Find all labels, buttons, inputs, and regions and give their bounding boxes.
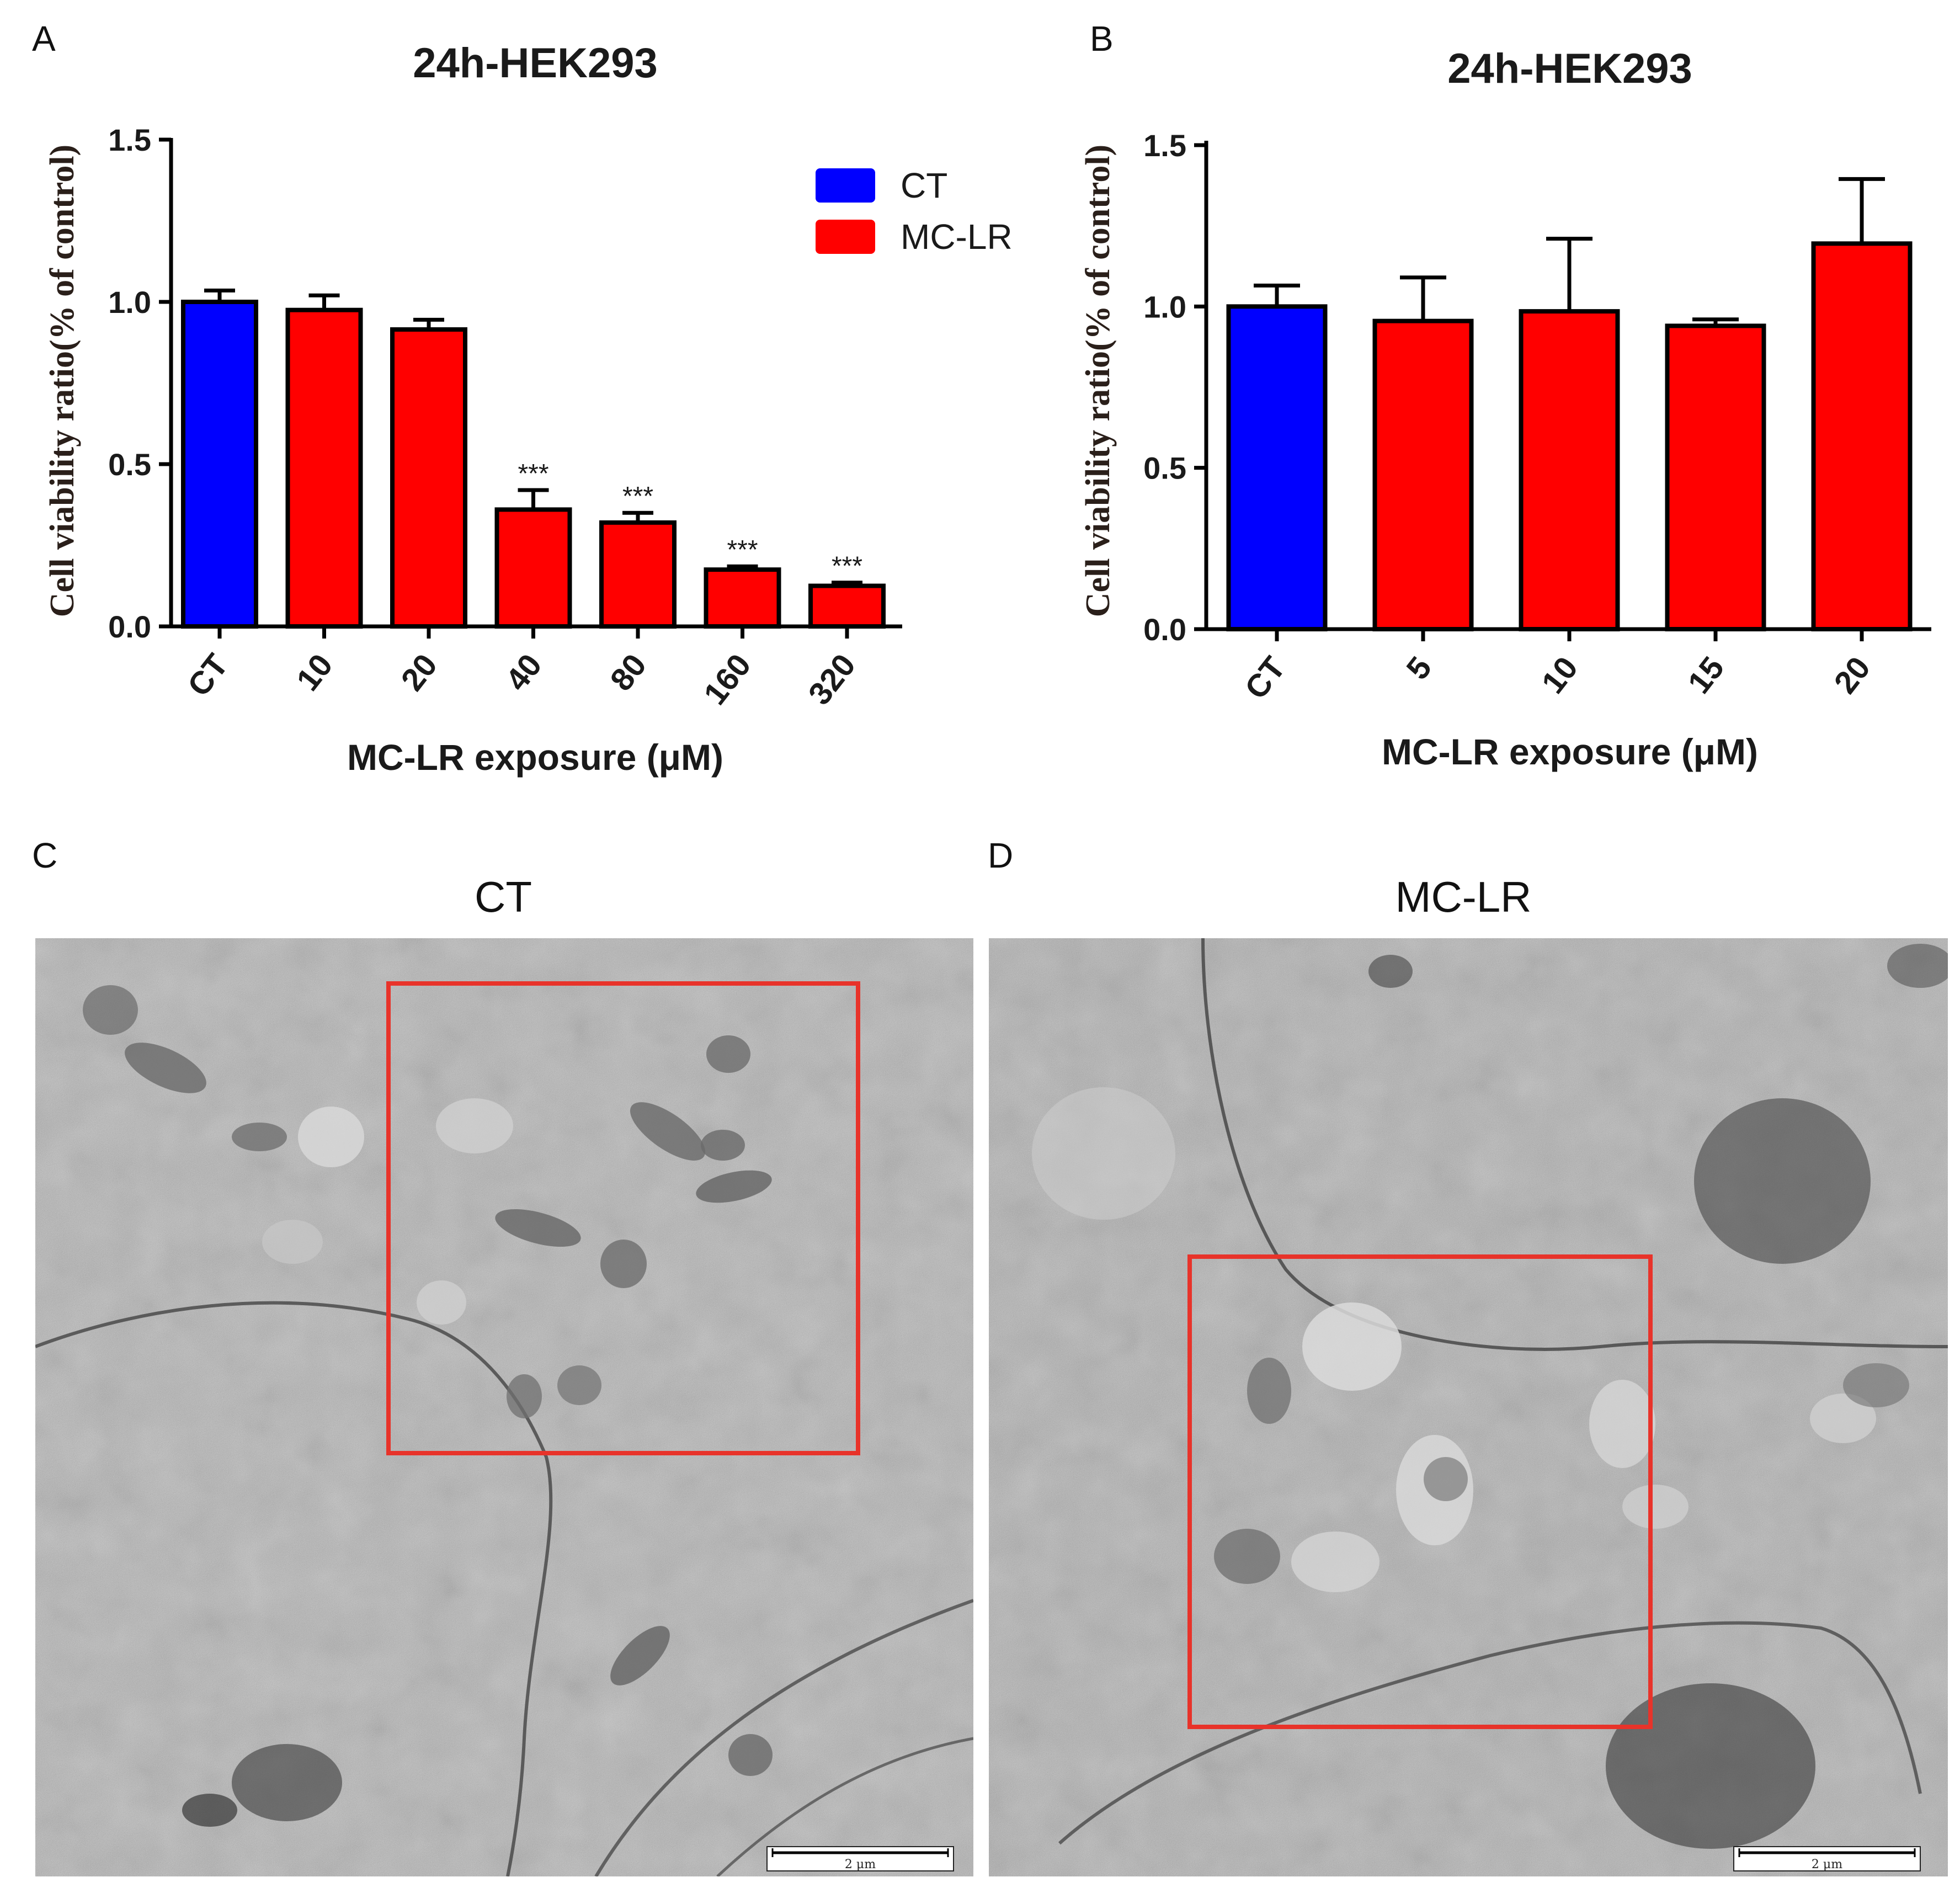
micrograph-d-highlight-box xyxy=(1187,1254,1653,1729)
y-tick-label: 0.5 xyxy=(108,447,151,482)
y-tick-label: 1.5 xyxy=(108,123,151,157)
legend-label-mc-lr: MC-LR xyxy=(901,217,1013,257)
bar-20 xyxy=(1811,241,1913,632)
bar-40 xyxy=(494,507,572,629)
micrograph-c-title: CT xyxy=(475,873,532,921)
chart-b-title: 24h-HEK293 xyxy=(1447,45,1692,92)
panel-letter-b: B xyxy=(1090,19,1114,59)
micrograph-d-image: 2 μm xyxy=(989,938,1948,1876)
y-tick-label: 0.0 xyxy=(108,609,151,644)
micrograph-c-image: 2 μm xyxy=(35,938,973,1876)
panel-d-micrograph: D MC-LR xyxy=(988,836,1948,1876)
legend-swatch-ct xyxy=(816,168,875,203)
panel-letter-d: D xyxy=(988,836,1013,875)
micrograph-d-scale-bar: 2 μm xyxy=(1733,1846,1921,1871)
significance-label: *** xyxy=(518,459,548,488)
x-tick-label: 10 xyxy=(290,647,340,698)
chart-a-y-axis-label: Cell viability ratio(% of control) xyxy=(44,145,81,617)
x-tick-label: 15 xyxy=(1681,650,1731,700)
bar-160 xyxy=(704,567,781,629)
y-tick-label: 0.0 xyxy=(1143,612,1186,647)
chart-b-plot: 0.0 0.5 1.0 1.5 CT 5 10 15 20 xyxy=(1143,128,1931,706)
chart-a-plot: 0.0 0.5 1.0 1.5 CT 10 20 40 *** 80 *** 160 *** 320 *** xyxy=(108,123,902,711)
bar-5 xyxy=(1372,318,1474,631)
x-tick-label: 5 xyxy=(1399,650,1439,686)
micrograph-c-scale-bar: 2 μm xyxy=(766,1846,954,1871)
x-tick-label: 160 xyxy=(697,647,758,711)
bar-80 xyxy=(599,520,677,629)
x-tick-label: 40 xyxy=(499,647,549,698)
panel-c-micrograph: C CT xyxy=(32,836,973,1876)
legend-swatch-mc-lr xyxy=(816,220,875,254)
panel-a-chart: A 24h-HEK293 Cell viability ratio(% of c… xyxy=(32,19,1013,778)
significance-label: *** xyxy=(622,482,653,511)
y-tick-label: 1.5 xyxy=(1143,128,1186,163)
panel-b-chart: B 24h-HEK293 Cell viability ratio(% of c… xyxy=(1079,19,1931,772)
x-tick-label: 320 xyxy=(801,647,862,711)
bar-20 xyxy=(390,327,467,629)
x-tick-label: 20 xyxy=(394,647,444,698)
y-tick-label: 1.0 xyxy=(1143,289,1186,324)
chart-a-title: 24h-HEK293 xyxy=(413,40,658,87)
chart-b-y-axis-label: Cell viability ratio(% of control) xyxy=(1079,145,1117,617)
bar-CT xyxy=(1226,304,1328,631)
x-tick-label: 10 xyxy=(1535,650,1585,700)
panel-letter-a: A xyxy=(32,19,56,59)
x-tick-label: 80 xyxy=(603,647,653,698)
bar-CT xyxy=(181,300,258,629)
legend-label-ct: CT xyxy=(901,166,947,205)
y-tick-label: 0.5 xyxy=(1143,451,1186,486)
micrograph-c-scale-label: 2 μm xyxy=(845,1858,876,1871)
x-tick-label: CT xyxy=(1238,650,1292,706)
bar-320 xyxy=(808,583,886,629)
chart-a-legend: CT MC-LR xyxy=(816,166,1013,257)
micrograph-d-title: MC-LR xyxy=(1396,873,1532,921)
micrograph-c-highlight-box xyxy=(386,981,860,1455)
panel-letter-c: C xyxy=(32,836,57,875)
bar-10 xyxy=(285,307,363,629)
chart-a-x-axis-label: MC-LR exposure (μM) xyxy=(347,737,723,778)
x-tick-label: 20 xyxy=(1827,650,1877,700)
y-tick-label: 1.0 xyxy=(108,285,151,320)
significance-label: *** xyxy=(832,552,862,581)
bar-10 xyxy=(1519,309,1620,631)
chart-b-x-axis-label: MC-LR exposure (μM) xyxy=(1382,731,1758,772)
x-tick-label: CT xyxy=(180,647,235,703)
significance-label: *** xyxy=(727,535,758,565)
bar-15 xyxy=(1665,323,1766,631)
micrograph-d-scale-label: 2 μm xyxy=(1812,1858,1842,1871)
